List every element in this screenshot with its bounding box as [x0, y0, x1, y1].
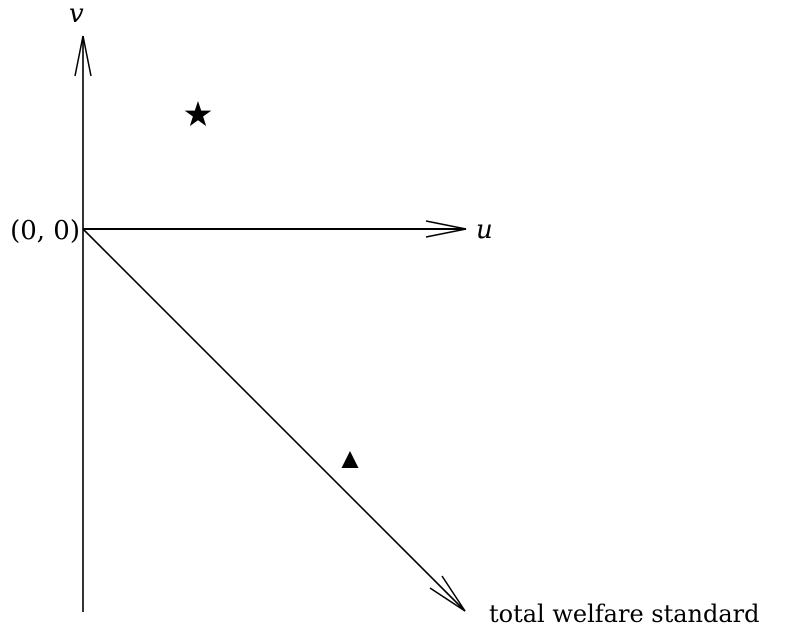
origin-label: (0, 0) — [10, 216, 80, 246]
v-axis-arrowhead — [74, 35, 92, 77]
star-icon — [184, 101, 212, 127]
v-axis-label: v — [69, 0, 84, 29]
total-welfare-standard-label: total welfare standard — [489, 600, 760, 628]
total-welfare-standard-arrowhead — [429, 575, 466, 612]
total-welfare-standard-line — [82, 228, 466, 612]
u-axis-label: u — [476, 215, 493, 245]
u-axis-arrowhead — [425, 220, 467, 238]
triangle-icon — [341, 451, 359, 468]
